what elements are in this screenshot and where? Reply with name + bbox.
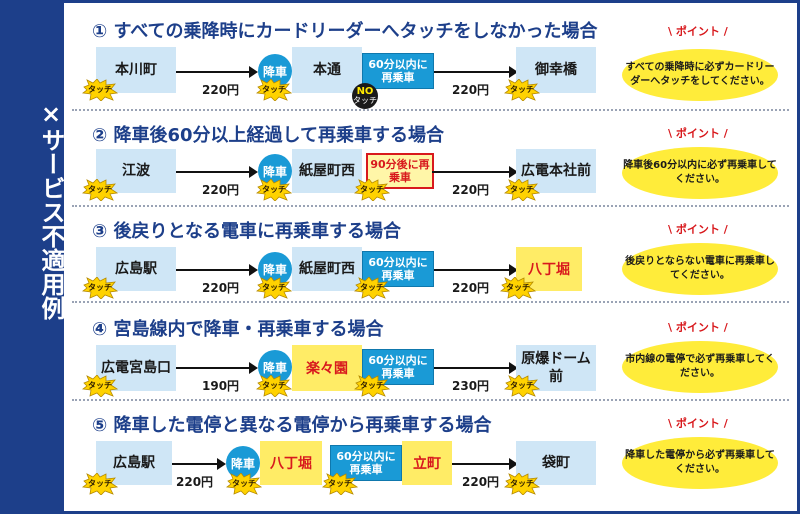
touch-icon: タッチ <box>500 277 536 299</box>
section-4: ④ 宮島線内で降車・再乗車する場合 広電宮島口 タッチ 190円 降車 タッチ … <box>64 303 797 401</box>
fare: 220円 <box>202 281 240 295</box>
route-arrow <box>176 166 258 178</box>
reboard-condition: 60分以内に再乗車 <box>330 445 402 481</box>
station-from: 広島駅 <box>96 441 172 485</box>
station-transfer-highlight: 楽々園 <box>292 345 362 391</box>
divider <box>72 301 789 303</box>
touch-icon: タッチ <box>354 277 390 299</box>
route-arrow <box>434 66 518 78</box>
section-3-heading: ③ 後戻りとなる電車に再乗車する場合 <box>92 221 401 242</box>
point-label: \ ポイント / <box>668 127 728 140</box>
divider <box>72 109 789 111</box>
section-5-heading: ⑤ 降車した電停と異なる電停から再乗車する場合 <box>92 415 492 436</box>
fare: 220円 <box>176 475 214 489</box>
touch-icon: タッチ <box>226 473 262 495</box>
touch-icon: タッチ <box>504 473 540 495</box>
section-2-heading: ② 降車後60分以上経過して再乗車する場合 <box>92 125 445 146</box>
point-label: \ ポイント / <box>668 321 728 334</box>
point-oval: 市内線の電停で必ず再乗車してください。 <box>622 341 778 393</box>
touch-icon: タッチ <box>82 473 118 495</box>
divider <box>72 205 789 207</box>
touch-icon: タッチ <box>256 179 292 201</box>
touch-icon: タッチ <box>256 375 292 397</box>
touch-icon: タッチ <box>322 473 358 495</box>
section-4-heading: ④ 宮島線内で降車・再乗車する場合 <box>92 319 384 340</box>
point-oval: 降車した電停から必ず再乗車してください。 <box>622 437 778 489</box>
route-arrow <box>172 458 226 470</box>
touch-icon: タッチ <box>82 179 118 201</box>
touch-icon: タッチ <box>354 179 390 201</box>
fare: 220円 <box>462 475 500 489</box>
touch-icon: タッチ <box>504 375 540 397</box>
route-arrow <box>176 264 258 276</box>
fare: 220円 <box>452 183 490 197</box>
point-oval: 後戻りとならない電車に再乗車してください。 <box>622 243 778 295</box>
point-label: \ ポイント / <box>668 25 728 38</box>
fare: 190円 <box>202 379 240 393</box>
station-transfer: 本通 <box>292 47 362 93</box>
reboard-condition: 60分以内に再乗車 <box>362 349 434 385</box>
section-1-heading: ① すべての乗降時にカードリーダーへタッチをしなかった場合 <box>92 21 598 42</box>
section-2: ② 降車後60分以上経過して再乗車する場合 江波 タッチ 220円 降車 タッチ… <box>64 111 797 207</box>
touch-icon: タッチ <box>82 277 118 299</box>
station-to-highlight: 八丁堀 <box>516 247 582 291</box>
no-touch-icon: NO タッチ <box>352 83 378 109</box>
station-from: 江波 <box>96 149 176 193</box>
route-arrow <box>434 264 518 276</box>
station-transfer: 紙屋町西 <box>292 149 362 193</box>
touch-icon: タッチ <box>256 79 292 101</box>
station-alight-highlight: 八丁堀 <box>260 441 322 485</box>
point-label: \ ポイント / <box>668 417 728 430</box>
fare: 220円 <box>202 83 240 97</box>
section-5: ⑤ 降車した電停と異なる電停から再乗車する場合 広島駅 タッチ 220円 降車 … <box>64 401 797 511</box>
divider <box>72 399 789 401</box>
route-arrow <box>452 458 518 470</box>
touch-icon: タッチ <box>82 79 118 101</box>
point-oval: すべての乗降時に必ずカードリーダーへタッチをしてください。 <box>622 49 778 101</box>
station-reboard-highlight: 立町 <box>402 441 452 485</box>
fare: 220円 <box>202 183 240 197</box>
reboard-condition: 60分以内に再乗車 <box>362 251 434 287</box>
point-oval: 降車後60分以内に必ず再乗車してください。 <box>622 147 778 199</box>
fare: 230円 <box>452 379 490 393</box>
route-arrow <box>432 166 518 178</box>
touch-icon: タッチ <box>504 79 540 101</box>
touch-icon: タッチ <box>256 277 292 299</box>
touch-icon: タッチ <box>504 179 540 201</box>
touch-icon: タッチ <box>354 375 390 397</box>
main-panel: ① すべての乗降時にカードリーダーへタッチをしなかった場合 本川町 タッチ 22… <box>64 0 800 514</box>
route-arrow <box>434 362 518 374</box>
route-arrow <box>176 362 258 374</box>
touch-icon: タッチ <box>82 375 118 397</box>
sidebar: ×サービス不適用例 <box>0 0 65 514</box>
fare: 220円 <box>452 281 490 295</box>
point-label: \ ポイント / <box>668 223 728 236</box>
reboard-condition: 60分以内に再乗車 <box>362 53 434 89</box>
section-1: ① すべての乗降時にカードリーダーへタッチをしなかった場合 本川町 タッチ 22… <box>64 3 797 111</box>
route-arrow <box>176 66 258 78</box>
station-transfer: 紙屋町西 <box>292 247 362 291</box>
station-to: 広電本社前 <box>516 149 596 193</box>
fare: 220円 <box>452 83 490 97</box>
sidebar-title: ×サービス不適用例 <box>37 100 65 320</box>
station-to: 袋町 <box>516 441 596 485</box>
section-3: ③ 後戻りとなる電車に再乗車する場合 広島駅 タッチ 220円 降車 タッチ 紙… <box>64 207 797 303</box>
